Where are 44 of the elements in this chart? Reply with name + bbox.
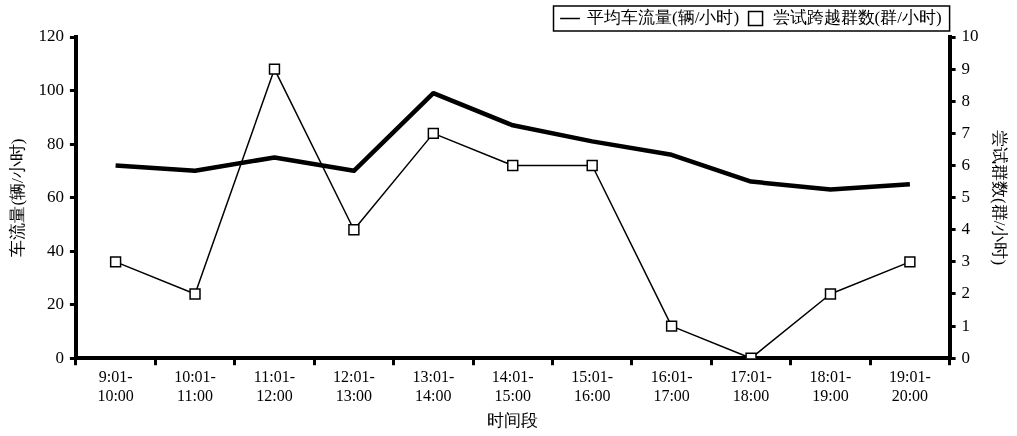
point — [109, 256, 122, 268]
point — [507, 159, 519, 172]
y2-tick-label: 9 — [961, 58, 971, 78]
point — [824, 288, 837, 300]
y-tick-label: 40 — [46, 240, 64, 260]
x-tick-label: 16:01-17:00 — [650, 368, 693, 405]
x-tick-label: 12:01-13:00 — [333, 368, 375, 405]
y2-tick-label: 8 — [961, 90, 971, 110]
y-tick-label: 20 — [46, 294, 64, 314]
x-tick-label: 11:01-12:00 — [253, 368, 296, 405]
point — [189, 288, 201, 300]
y2-tick-label: 7 — [961, 122, 971, 142]
y2-tick-label: 1 — [961, 315, 971, 335]
x-axis-title: 时间段 — [487, 411, 539, 431]
y2-tick-label: 0 — [961, 347, 971, 367]
y-tick-label: 80 — [46, 133, 64, 153]
x-tick-label: 10:01-11:00 — [174, 368, 216, 405]
x-tick-label: 14:01-15:00 — [491, 368, 534, 405]
x-tick-label: 15:01-16:00 — [571, 368, 614, 405]
legend-label: 平均车流量(辆/小时) — [587, 7, 740, 27]
x-tick-label: 18:01-19:00 — [809, 368, 852, 405]
y2-tick-label: 10 — [961, 26, 979, 46]
y-tick-label: 100 — [38, 80, 64, 99]
y2-tick-label: 5 — [961, 187, 971, 207]
y2-tick-label: 2 — [961, 283, 971, 303]
legend-label: 尝试跨越群数(群/小时) — [772, 7, 942, 27]
point — [586, 159, 598, 172]
y2-tick-label: 3 — [961, 251, 971, 271]
point — [665, 320, 678, 332]
y-axis-title: 车流量(辆/小时) — [7, 138, 27, 257]
point — [268, 63, 281, 75]
y2-tick-label: 4 — [961, 219, 971, 239]
x-tick-label: 19:01-20:00 — [889, 368, 931, 405]
point — [348, 224, 360, 236]
x-tick-label: 17:01-18:00 — [730, 368, 772, 405]
x-tick-label: 9:01-10:00 — [97, 368, 134, 405]
point — [427, 127, 440, 140]
y2-tick-label: 6 — [961, 154, 971, 174]
y-tick-label: 60 — [46, 187, 64, 207]
point — [904, 256, 916, 268]
x-tick-label: 13:01-14:00 — [412, 368, 455, 405]
y2-axis-title: 尝试群数(群/小时) — [990, 130, 1010, 266]
y-tick-label: 0 — [55, 347, 64, 367]
y-tick-label: 120 — [38, 26, 64, 46]
